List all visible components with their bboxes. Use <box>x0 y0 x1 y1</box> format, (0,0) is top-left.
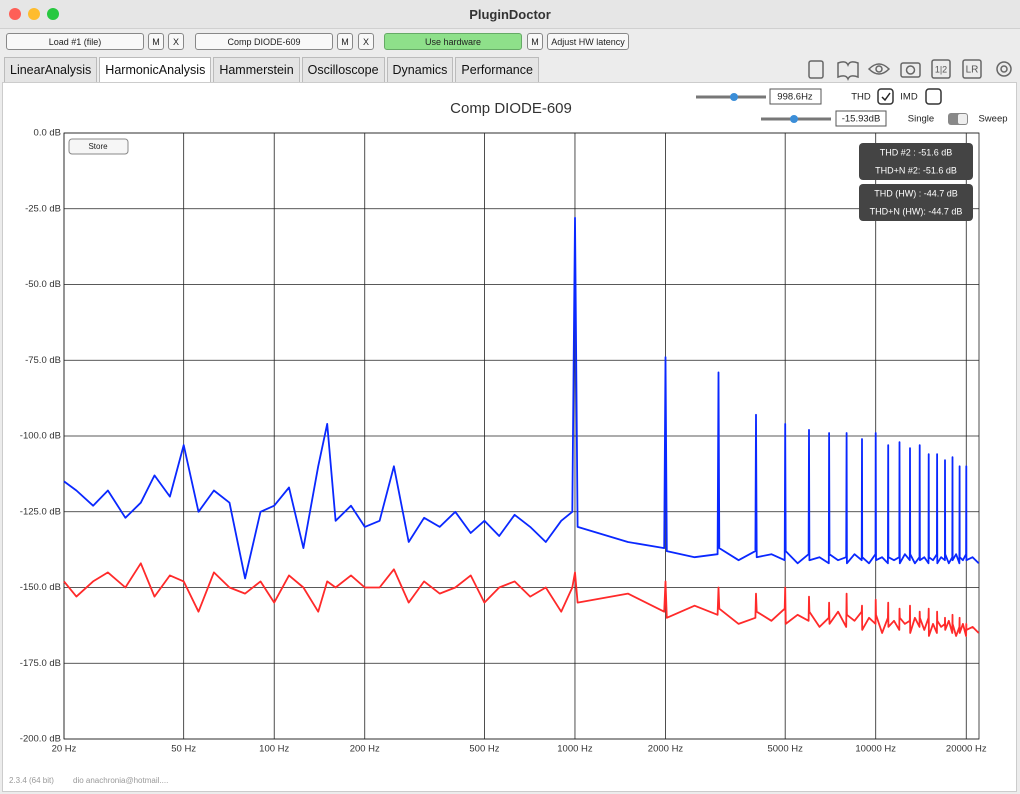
x-tick-label: 5000 Hz <box>767 744 803 755</box>
lr-icon[interactable] <box>962 59 982 79</box>
title-bar: PluginDoctor <box>0 0 1020 29</box>
readout-text: THD+N #2: -51.6 dB <box>875 165 957 175</box>
imd-checkbox[interactable] <box>925 88 942 105</box>
plot-frame <box>63 132 980 740</box>
single-label: Single <box>908 114 934 125</box>
tab[interactable]: Dynamics <box>386 57 454 82</box>
latency-button[interactable]: Adjust HW latency <box>547 33 629 50</box>
y-tick-label: -150.0 dB <box>20 582 61 593</box>
y-tick-label: -125.0 dB <box>20 506 61 517</box>
freq-box[interactable] <box>769 88 822 105</box>
level-slider-knob[interactable] <box>790 115 798 123</box>
notes-icon[interactable] <box>808 60 824 79</box>
m-button[interactable]: M <box>337 33 353 50</box>
plot-area: 0.0 dB -25.0 dB -50.0 dB -75.0 dB -100.0 dB -… <box>20 128 987 755</box>
y-tick-label: -50.0 dB <box>25 279 61 290</box>
y-tick-label: -25.0 dB <box>25 203 61 214</box>
level-box[interactable] <box>835 110 887 127</box>
x-button[interactable]: X <box>168 33 184 50</box>
camera-icon[interactable] <box>900 62 921 78</box>
readout-text: THD (HW) : -44.7 dB <box>874 188 958 198</box>
icon-bar: 1|2 LR <box>808 59 1012 82</box>
chart: Comp DIODE-609 998.6Hz THD IMD -15.93dB … <box>9 88 1008 785</box>
tab[interactable]: Oscilloscope <box>301 57 385 82</box>
series-line <box>63 216 980 580</box>
x-tick-label: 2000 Hz <box>648 744 684 755</box>
y-tick-label: -175.0 dB <box>20 658 61 669</box>
imd-label: IMD <box>900 92 918 103</box>
minimize-button[interactable] <box>28 8 40 20</box>
x-tick-label: 200 Hz <box>350 744 380 755</box>
x-tick-label: 20000 Hz <box>946 744 987 755</box>
x-button[interactable]: X <box>358 33 374 50</box>
plugin-button[interactable]: Comp DIODE-609 <box>195 33 333 50</box>
readout-box <box>859 143 973 180</box>
series-line <box>63 562 980 637</box>
x-tick-label: 50 Hz <box>171 744 196 755</box>
zoom-button[interactable] <box>47 8 59 20</box>
store-label: Store <box>88 142 108 151</box>
x-tick-label: 20 Hz <box>52 744 77 755</box>
y-tick-label: 0.0 dB <box>34 128 61 139</box>
tab[interactable]: Hammerstein <box>213 57 300 82</box>
y-tick-label: -200.0 dB <box>20 734 61 745</box>
m-button[interactable]: M <box>527 33 543 50</box>
sweep-label: Sweep <box>978 114 1007 125</box>
user-label: dio anachronia@hotmail.... <box>73 776 168 785</box>
freq-slider-knob[interactable] <box>730 93 738 101</box>
lr-label: LR <box>966 65 979 76</box>
tab[interactable]: Performance <box>455 57 539 82</box>
chart-panel: Comp DIODE-609 998.6Hz THD IMD -15.93dB … <box>2 82 1017 792</box>
tab[interactable]: LinearAnalysis <box>4 57 98 82</box>
readout-text: THD #2 : -51.6 dB <box>880 147 953 157</box>
store-button[interactable] <box>68 138 129 155</box>
thd-checkbox[interactable] <box>877 88 894 105</box>
load-button[interactable]: Load #1 (file) <box>6 33 144 50</box>
hardware-button[interactable]: Use hardware <box>384 33 522 50</box>
split-label: 1|2 <box>935 64 947 74</box>
readout-text: THD+N (HW): -44.7 dB <box>870 206 963 216</box>
tab[interactable]: HarmonicAnalysis <box>99 57 212 82</box>
x-tick-label: 500 Hz <box>469 744 499 755</box>
x-tick-label: 10000 Hz <box>855 744 896 755</box>
eye-icon[interactable] <box>867 63 891 75</box>
settings-icon[interactable] <box>996 61 1012 77</box>
y-tick-label: -100.0 dB <box>20 431 61 442</box>
m-button[interactable]: M <box>148 33 164 50</box>
close-button[interactable] <box>9 8 21 20</box>
book-icon[interactable] <box>837 61 859 82</box>
x-tick-label: 100 Hz <box>259 744 289 755</box>
chart-title: Comp DIODE-609 <box>450 100 572 117</box>
level-value: -15.93dB <box>842 114 881 125</box>
y-tick-label: -75.0 dB <box>25 355 61 366</box>
readout-box <box>859 184 973 221</box>
tab-bar: LinearAnalysis HarmonicAnalysis Hammerstei… <box>4 57 541 82</box>
split-icon[interactable] <box>931 59 951 79</box>
x-tick-label: 1000 Hz <box>557 744 593 755</box>
thd-label: THD <box>851 92 871 103</box>
version-label: 2.3.4 (64 bit) <box>9 776 54 785</box>
window-title: PluginDoctor <box>469 7 551 22</box>
freq-value: 998.6Hz <box>777 92 813 103</box>
